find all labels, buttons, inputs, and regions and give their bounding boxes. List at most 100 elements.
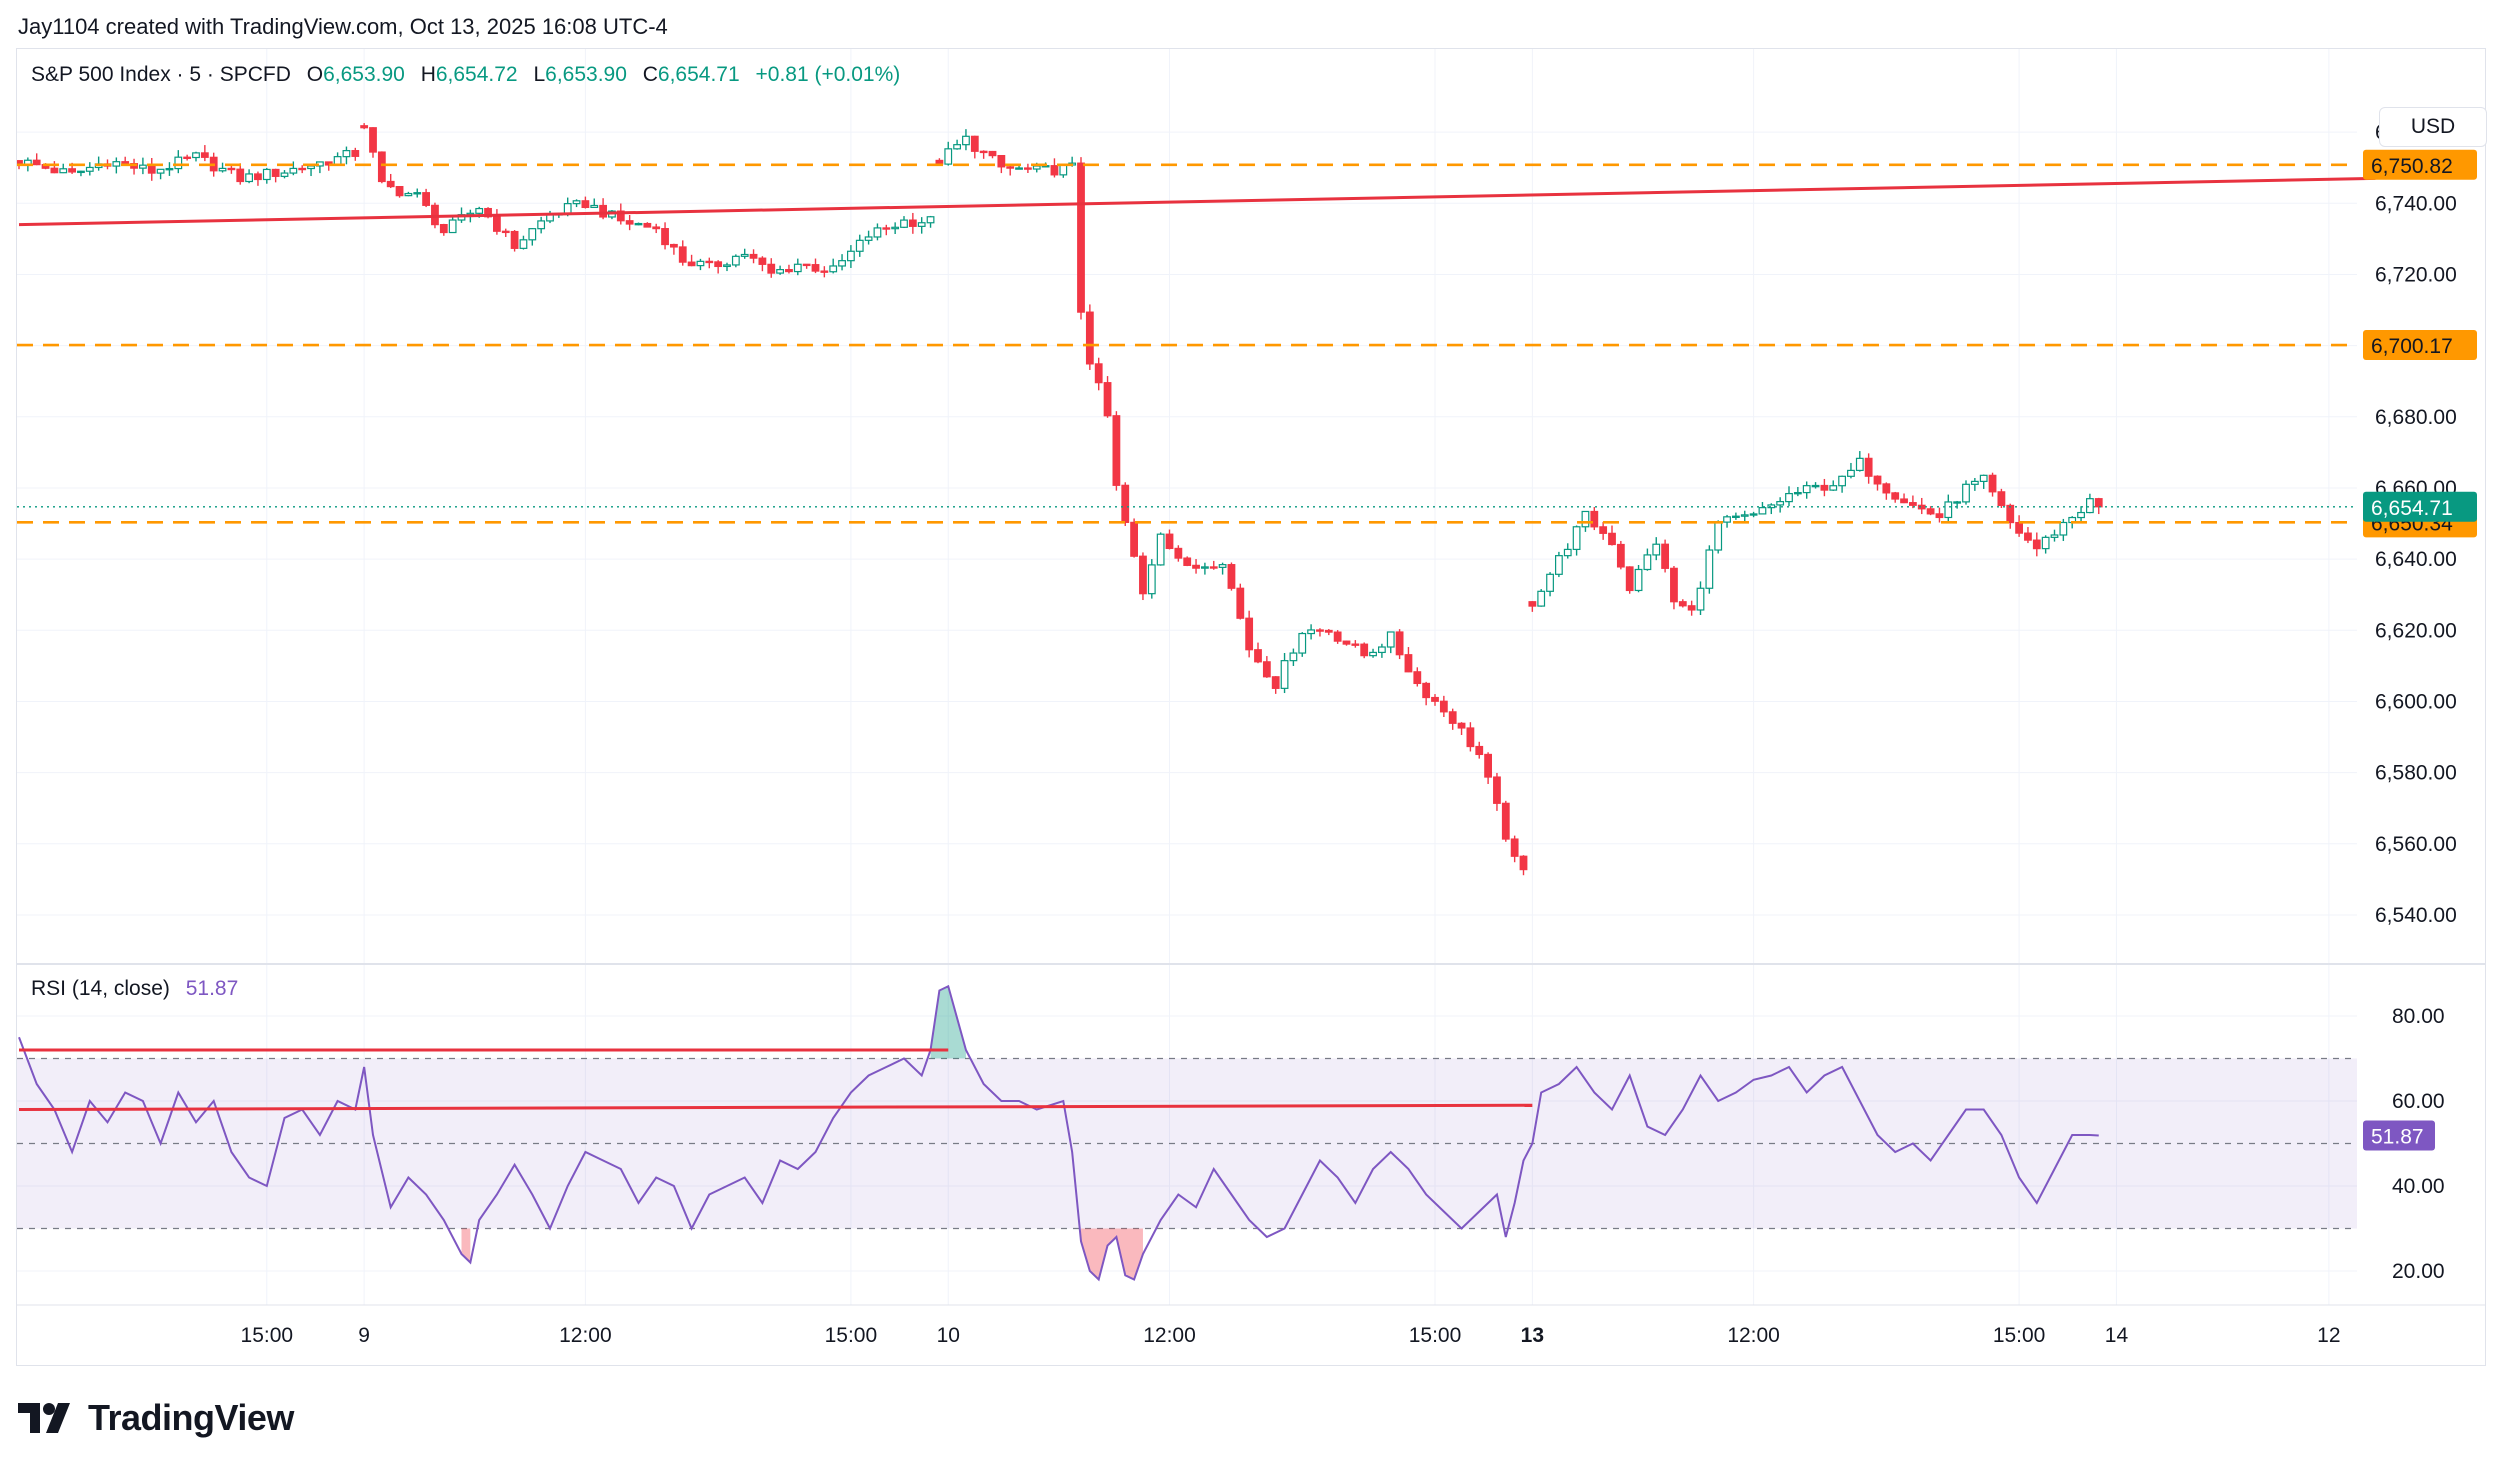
rsi-line bbox=[18, 984, 2099, 1282]
candle-up bbox=[192, 152, 200, 159]
candle-down bbox=[1413, 671, 1422, 685]
time-tick-label: 10 bbox=[937, 1324, 960, 1347]
price-tick-label: 6,540.00 bbox=[2375, 904, 2457, 927]
candle-up bbox=[1802, 485, 1811, 494]
candle-down bbox=[1139, 555, 1147, 595]
candle-up bbox=[1643, 554, 1652, 571]
candle-down bbox=[1351, 643, 1360, 646]
candle-down bbox=[510, 230, 519, 249]
candle-down bbox=[147, 164, 156, 174]
candle-down bbox=[351, 150, 360, 157]
candle-up bbox=[1838, 475, 1847, 487]
candle-up bbox=[1386, 631, 1395, 648]
candle-down bbox=[1404, 654, 1413, 673]
rsi-red-line bbox=[18, 1103, 1533, 1111]
candle-up bbox=[1979, 474, 1988, 482]
candle-down bbox=[1873, 475, 1882, 485]
candle-up bbox=[519, 239, 528, 249]
candle-down bbox=[882, 227, 891, 230]
candle-down bbox=[1935, 513, 1944, 519]
candle-down bbox=[1678, 601, 1687, 607]
trend-line bbox=[18, 176, 2376, 227]
candle-up bbox=[1546, 573, 1554, 592]
candle-down bbox=[1245, 617, 1254, 651]
chart-frame: 6,540.00 6,560.00 6,580.00 6,600.00 6,620.00… bbox=[16, 48, 2487, 1366]
chart-canvas[interactable]: 6,540.00 6,560.00 6,580.00 6,600.00 6,620.00… bbox=[17, 49, 2485, 1365]
candle-down bbox=[1616, 543, 1625, 568]
brand-name: TradingView bbox=[88, 1397, 294, 1438]
candle-up bbox=[475, 207, 484, 214]
candle-up bbox=[342, 150, 351, 158]
candle-up bbox=[1785, 492, 1793, 503]
candle-up bbox=[900, 219, 908, 228]
candle-down bbox=[1271, 676, 1280, 689]
currency-button[interactable]: USD bbox=[2379, 107, 2487, 147]
candle-up bbox=[740, 253, 749, 257]
candle-down bbox=[1908, 502, 1917, 506]
level-price-tag-text: 6,700.17 bbox=[2371, 335, 2453, 358]
main-legend: S&P 500 Index · 5 · SPCFD O6,653.90 H6,6… bbox=[31, 63, 900, 87]
candle-up bbox=[1377, 646, 1386, 654]
candle-up bbox=[944, 148, 953, 165]
candle-up bbox=[634, 222, 643, 226]
candle-down bbox=[1006, 166, 1015, 169]
open-label: O bbox=[306, 63, 324, 86]
candle-up bbox=[1652, 543, 1661, 556]
tradingview-logo-icon bbox=[18, 1403, 70, 1433]
candle-up bbox=[1714, 521, 1723, 551]
candle-down bbox=[1466, 727, 1475, 748]
candle-down bbox=[1687, 605, 1696, 611]
candle-down bbox=[386, 180, 395, 188]
candle-down bbox=[439, 223, 448, 234]
candle-down bbox=[669, 243, 678, 248]
candle-up bbox=[1581, 510, 1590, 528]
rsi-value: 51.87 bbox=[185, 977, 239, 1000]
candle-down bbox=[360, 125, 369, 129]
price-tick-label: 6,720.00 bbox=[2375, 263, 2457, 286]
price-tick-label: 6,560.00 bbox=[2375, 833, 2457, 856]
symbol-name[interactable]: S&P 500 Index · 5 · SPCFD bbox=[31, 63, 291, 86]
last-price-tag-bg bbox=[2363, 491, 2477, 522]
candle-down bbox=[643, 222, 652, 228]
candle-up bbox=[1298, 632, 1307, 654]
candle-up bbox=[1147, 564, 1156, 595]
candle-down bbox=[661, 228, 669, 246]
candle-down bbox=[2024, 532, 2032, 541]
candle-up bbox=[563, 203, 572, 215]
candle-down bbox=[236, 168, 245, 183]
candle-down bbox=[1493, 776, 1501, 804]
rsi-oversold-fill bbox=[1081, 1228, 1143, 1280]
rsi-value-tag-text: 51.87 bbox=[2371, 1126, 2424, 1149]
candle-down bbox=[1448, 711, 1457, 724]
candle-up bbox=[156, 168, 165, 174]
candle-down bbox=[767, 263, 776, 274]
candle-down bbox=[1900, 498, 1908, 504]
time-tick-label: 15:00 bbox=[1993, 1324, 2046, 1347]
candle-down bbox=[1670, 567, 1678, 603]
candle-up bbox=[289, 167, 298, 174]
candle-up bbox=[1740, 514, 1749, 517]
candle-down bbox=[997, 154, 1006, 168]
candle-up bbox=[2059, 521, 2068, 536]
candle-down bbox=[1599, 526, 1608, 534]
candle-up bbox=[138, 164, 147, 169]
time-tick-label: 12:00 bbox=[559, 1324, 612, 1347]
level-price-tag-bg bbox=[2363, 149, 2477, 180]
candle-down bbox=[1050, 165, 1059, 176]
candle-down bbox=[1510, 838, 1519, 857]
level-price-tag-bg bbox=[2363, 330, 2477, 361]
candle-up bbox=[1634, 568, 1643, 592]
rsi-label[interactable]: RSI (14, close) bbox=[31, 977, 170, 1000]
candle-up bbox=[1563, 548, 1572, 557]
candle-down bbox=[970, 135, 979, 152]
candle-up bbox=[1723, 516, 1731, 523]
candle-up bbox=[307, 165, 315, 170]
candle-down bbox=[2015, 521, 2024, 534]
candle-up bbox=[1218, 564, 1227, 568]
candle-up bbox=[1758, 507, 1767, 515]
candle-up bbox=[1554, 555, 1563, 575]
candle-up bbox=[1015, 167, 1023, 170]
candle-down bbox=[1501, 802, 1510, 840]
candle-up bbox=[2050, 534, 2059, 538]
candle-down bbox=[758, 257, 767, 265]
